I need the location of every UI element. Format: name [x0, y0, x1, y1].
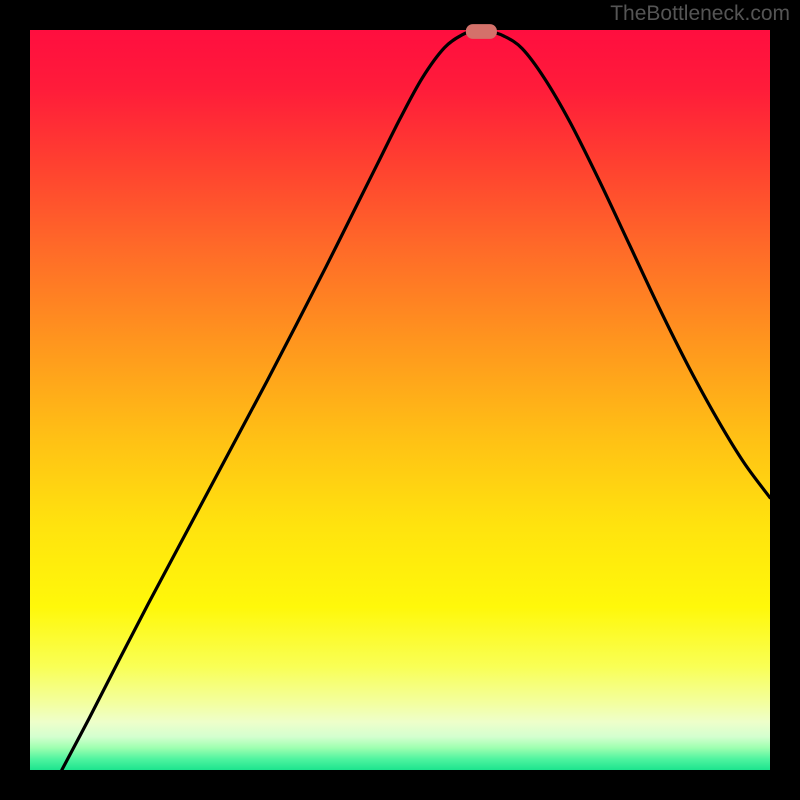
chart-svg [0, 0, 800, 800]
optimal-marker [466, 24, 497, 39]
bottleneck-chart: TheBottleneck.com [0, 0, 800, 800]
watermark-label: TheBottleneck.com [610, 2, 790, 26]
plot-background [30, 30, 770, 770]
